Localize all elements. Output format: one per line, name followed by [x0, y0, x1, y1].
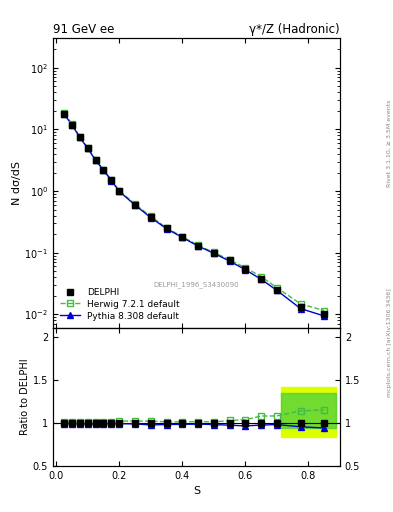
Text: Rivet 3.1.10, ≥ 3.5M events: Rivet 3.1.10, ≥ 3.5M events [387, 100, 392, 187]
Text: DELPHI_1996_S3430090: DELPHI_1996_S3430090 [154, 281, 239, 288]
X-axis label: S: S [193, 486, 200, 496]
Text: mcplots.cern.ch [arXiv:1306.3436]: mcplots.cern.ch [arXiv:1306.3436] [387, 289, 392, 397]
Y-axis label: Ratio to DELPHI: Ratio to DELPHI [20, 358, 30, 435]
Legend: DELPHI, Herwig 7.2.1 default, Pythia 8.308 default: DELPHI, Herwig 7.2.1 default, Pythia 8.3… [57, 285, 183, 324]
Text: γ*/Z (Hadronic): γ*/Z (Hadronic) [249, 23, 340, 36]
Text: 91 GeV ee: 91 GeV ee [53, 23, 114, 36]
Y-axis label: N dσ/dS: N dσ/dS [11, 161, 22, 205]
